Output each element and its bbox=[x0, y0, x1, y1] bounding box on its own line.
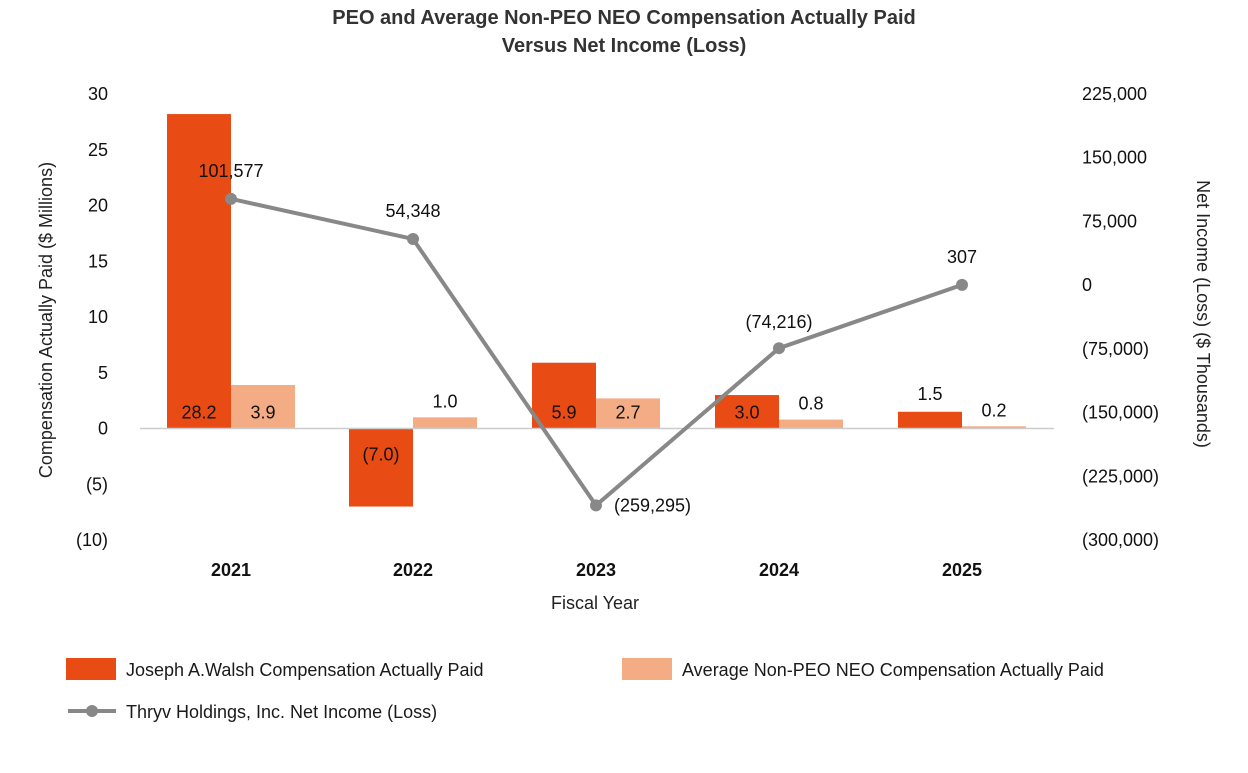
bar-peo-2023 bbox=[532, 362, 596, 429]
net-income-point-2025 bbox=[956, 278, 968, 291]
legend-label-peo: Joseph A.Walsh Compensation Actually Pai… bbox=[126, 660, 484, 680]
y2-tick-label: 150,000 bbox=[1082, 148, 1147, 168]
y2-tick-label: 225,000 bbox=[1082, 84, 1147, 104]
bar-neo-2022 bbox=[413, 417, 477, 429]
y-tick-label: 25 bbox=[88, 140, 108, 160]
data-label-peo: (7.0) bbox=[362, 445, 399, 465]
bar-peo-2024 bbox=[715, 395, 779, 429]
legend-swatch-neo bbox=[622, 658, 672, 680]
legend: Joseph A.Walsh Compensation Actually Pai… bbox=[66, 658, 1104, 722]
data-label-peo: 1.5 bbox=[917, 384, 942, 404]
y2-tick-label: (300,000) bbox=[1082, 530, 1159, 550]
x-tick-label: 2024 bbox=[759, 560, 799, 580]
net-income-point-2021 bbox=[225, 192, 237, 205]
y-tick-label: 10 bbox=[88, 307, 108, 327]
bar-peo-2025 bbox=[898, 411, 962, 429]
x-axis-ticks: 2021 2022 2023 2024 2025 bbox=[211, 560, 982, 580]
y-tick-label: (5) bbox=[86, 474, 108, 494]
bar-neo-2023 bbox=[596, 398, 660, 429]
data-label-neo: 2.7 bbox=[615, 403, 640, 423]
data-label-net-income: 101,577 bbox=[198, 161, 263, 181]
data-label-net-income: 307 bbox=[947, 247, 977, 267]
x-tick-label: 2023 bbox=[576, 560, 616, 580]
net-income-point-2024 bbox=[773, 342, 785, 355]
legend-swatch-peo bbox=[66, 658, 116, 680]
net-income-line bbox=[225, 192, 968, 512]
bar-peo-2022 bbox=[349, 428, 413, 507]
bar-neo-2025 bbox=[962, 426, 1026, 429]
y2-axis-label: Net Income (Loss) ($ Thousands) bbox=[1193, 180, 1213, 448]
data-label-neo: 0.2 bbox=[981, 400, 1006, 420]
data-label-neo: 1.0 bbox=[432, 391, 457, 411]
y2-tick-label: (150,000) bbox=[1082, 403, 1159, 423]
x-tick-label: 2022 bbox=[393, 560, 433, 580]
legend-label-neo: Average Non-PEO NEO Compensation Actuall… bbox=[682, 660, 1104, 680]
net-income-point-2022 bbox=[407, 232, 419, 245]
x-axis-label: Fiscal Year bbox=[551, 593, 639, 613]
chart-title-line-1: PEO and Average Non-PEO NEO Compensation… bbox=[332, 7, 915, 29]
y-tick-label: 20 bbox=[88, 196, 108, 216]
data-label-peo: 28.2 bbox=[181, 403, 216, 423]
legend-swatch-net-income-marker bbox=[86, 705, 98, 717]
bar-neo-2021 bbox=[231, 385, 295, 429]
data-label-net-income: 54,348 bbox=[385, 201, 440, 221]
data-label-neo: 0.8 bbox=[798, 394, 823, 414]
data-label-neo: 3.9 bbox=[250, 403, 275, 423]
bars bbox=[167, 114, 1026, 507]
y2-tick-label: (75,000) bbox=[1082, 339, 1149, 359]
right-axis-ticks: 225,000 150,000 75,000 0 (75,000) (150,000) (2… bbox=[1082, 84, 1159, 550]
legend-label-net-income: Thryv Holdings, Inc. Net Income (Loss) bbox=[126, 702, 437, 722]
data-label-peo: 3.0 bbox=[734, 403, 759, 423]
y2-tick-label: 75,000 bbox=[1082, 211, 1137, 231]
y-tick-label: 5 bbox=[98, 363, 108, 383]
y2-tick-label: (225,000) bbox=[1082, 466, 1159, 486]
y-tick-label: 30 bbox=[88, 84, 108, 104]
y2-tick-label: 0 bbox=[1082, 275, 1092, 295]
y-tick-label: (10) bbox=[76, 530, 108, 550]
left-axis-ticks: 30 25 20 15 10 5 0 (5) (10) bbox=[76, 84, 108, 550]
y-tick-label: 0 bbox=[98, 419, 108, 439]
bar-peo-2021 bbox=[167, 114, 231, 429]
net-income-point-2023 bbox=[590, 499, 602, 512]
data-label-peo: 5.9 bbox=[551, 403, 576, 423]
x-tick-label: 2021 bbox=[211, 560, 251, 580]
net-income-polyline bbox=[230, 196, 963, 508]
chart-title-line-2: Versus Net Income (Loss) bbox=[502, 35, 747, 57]
y-axis-label: Compensation Actually Paid ($ Millions) bbox=[36, 162, 56, 478]
data-label-net-income: (259,295) bbox=[614, 495, 691, 515]
data-label-net-income: (74,216) bbox=[745, 312, 812, 332]
data-labels: 28.2 3.9 (7.0) 1.0 5.9 2.7 3.0 0.8 1.5 0.2 101,577… bbox=[181, 161, 1006, 516]
y-tick-label: 15 bbox=[88, 251, 108, 271]
bar-neo-2024 bbox=[779, 419, 843, 429]
x-tick-label: 2025 bbox=[942, 560, 982, 580]
